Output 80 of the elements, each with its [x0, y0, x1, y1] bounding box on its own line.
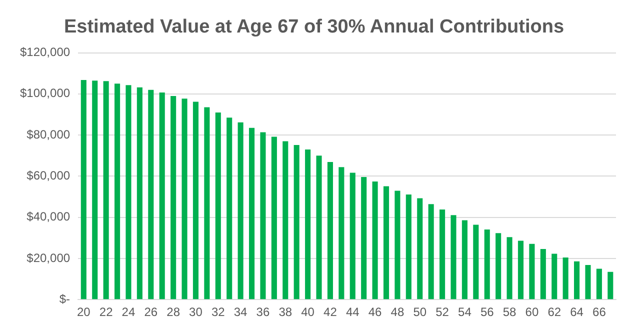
- bar: [574, 261, 580, 300]
- bar: [238, 122, 244, 300]
- x-tick-label: 60: [525, 305, 539, 320]
- bar: [562, 257, 568, 300]
- x-tick-label: 42: [324, 305, 338, 320]
- bar: [484, 229, 490, 300]
- x-tick-label: 54: [458, 305, 472, 320]
- x-tick-label: 62: [548, 305, 562, 320]
- bar: [383, 186, 390, 300]
- bar: [462, 220, 468, 300]
- bar: [496, 233, 502, 300]
- x-tick-label: 64: [570, 305, 584, 320]
- x-tick-label: 38: [278, 305, 292, 320]
- y-tick-label: $20,000: [26, 250, 70, 265]
- bar: [248, 128, 255, 300]
- bar: [204, 107, 210, 300]
- bar: [440, 210, 446, 300]
- x-tick-label: 44: [346, 305, 360, 320]
- bar: [148, 90, 154, 300]
- bar: [406, 194, 412, 300]
- y-tick-label: $-: [59, 292, 70, 306]
- bar: [126, 85, 132, 300]
- bar: [529, 244, 535, 300]
- bar: [294, 144, 300, 300]
- bar: [394, 190, 400, 300]
- x-tick-label: 32: [211, 305, 226, 320]
- bar: [192, 102, 198, 300]
- bar: [305, 149, 311, 300]
- bar: [159, 92, 165, 300]
- chart-title: Estimated Value at Age 67 of 30% Annual Contributions: [64, 16, 564, 38]
- bar: [552, 254, 558, 300]
- x-tick-label: 24: [122, 305, 136, 320]
- bar: [473, 224, 479, 300]
- y-tick-label: $100,000: [20, 86, 70, 100]
- bar: [215, 112, 221, 300]
- bar: [226, 118, 232, 300]
- x-tick-label: 48: [390, 305, 404, 320]
- bar: [361, 177, 367, 300]
- bar: [350, 172, 356, 300]
- x-tick-label: 66: [592, 305, 606, 320]
- bar: [136, 87, 142, 300]
- bar: [450, 215, 456, 300]
- x-tick-label: 46: [368, 305, 382, 320]
- bar: [271, 136, 277, 300]
- bar: [80, 80, 86, 300]
- y-tick-label: $80,000: [26, 127, 70, 142]
- bar: [327, 162, 333, 300]
- x-tick-label: 30: [189, 305, 203, 320]
- x-tick-label: 40: [301, 305, 315, 320]
- bar: [170, 96, 176, 300]
- x-tick-label: 58: [502, 305, 517, 320]
- x-tick-label: 36: [256, 305, 270, 320]
- bar: [92, 80, 98, 300]
- x-tick-label: 50: [413, 305, 427, 320]
- bar: [182, 98, 188, 300]
- bar: [282, 141, 288, 300]
- x-tick-label: 22: [99, 305, 114, 320]
- bar: [428, 204, 434, 300]
- bar: [540, 249, 546, 300]
- x-tick-label: 56: [480, 305, 494, 320]
- bar: [585, 265, 591, 300]
- x-tick-label: 34: [234, 305, 248, 320]
- bar: [338, 167, 344, 300]
- bar: [372, 182, 378, 300]
- bar: [114, 84, 120, 300]
- y-tick-label: $60,000: [26, 168, 70, 183]
- bar: [608, 272, 614, 300]
- x-tick-label: 52: [436, 305, 450, 320]
- bar: [316, 156, 322, 300]
- x-tick-label: 26: [144, 305, 158, 320]
- bar: [417, 198, 423, 300]
- bar: [518, 240, 524, 300]
- bar: [260, 132, 266, 300]
- x-tick-label: 20: [76, 305, 91, 320]
- bar: [596, 268, 602, 300]
- y-tick-label: $120,000: [20, 45, 70, 60]
- bar: [103, 81, 109, 300]
- y-tick-label: $40,000: [26, 210, 70, 224]
- x-tick-label: 28: [166, 305, 180, 320]
- bar: [506, 237, 512, 300]
